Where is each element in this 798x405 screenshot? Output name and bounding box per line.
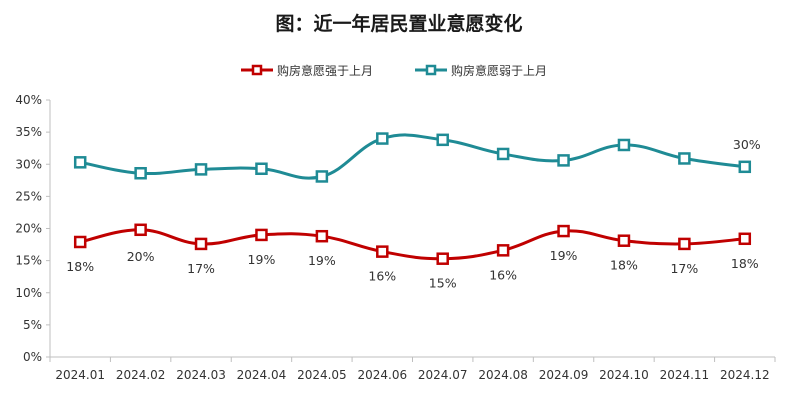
series-0-point [315,229,329,243]
series-0-point [376,245,389,258]
data-label: 18% [610,258,638,273]
series-1-point [617,138,631,152]
data-label: 19% [550,248,578,263]
x-tick-label: 2024.06 [357,368,407,382]
legend-label-weak: 购房意愿弱于上月 [451,63,547,78]
series-1-point [557,154,570,167]
x-tick-label: 2024.01 [55,368,105,382]
series-line-0 [79,228,745,261]
y-tick-label: 35% [15,125,42,139]
legend: 购房意愿强于上月 购房意愿弱于上月 [241,63,547,78]
data-label: 16% [368,269,396,284]
series-1-point [315,170,329,183]
x-tick-label: 2024.11 [660,368,710,382]
x-tick-label: 2024.10 [599,368,649,382]
data-label: 30% [733,137,761,152]
data-label: 20% [127,249,155,264]
x-tick-label: 2024.09 [539,368,589,382]
data-label: 19% [308,253,336,268]
legend-item-strong: 购房意愿强于上月 [241,63,373,78]
series-1-point [678,152,691,165]
x-tick-label: 2024.02 [116,368,166,382]
y-tick-label: 5% [23,318,42,332]
data-label: 18% [66,259,94,274]
series-1-point [436,133,449,147]
y-tick-label: 0% [23,350,42,364]
series-1-point [194,163,208,176]
data-label: 16% [489,267,517,282]
legend-label-strong: 购房意愿强于上月 [277,63,373,78]
series-0-point [436,252,449,265]
chart-title: 图：近一年居民置业意愿变化 [275,12,522,35]
x-tick-label: 2024.07 [418,368,468,382]
legend-item-weak: 购房意愿弱于上月 [415,63,547,78]
series-1-point [738,160,752,174]
data-label: 17% [187,261,215,276]
series-0-point [557,224,570,238]
y-tick-label: 30% [15,157,42,171]
y-tick-label: 40% [15,93,42,107]
series-0-point [255,228,268,242]
legend-marker-weak [425,64,437,76]
axes: 0% 5% 10% 15% 20% 25% 30% 35% 40% 2024.01 2024.02 2… [15,93,776,382]
series-0-point [738,232,752,246]
y-tick-label: 10% [15,286,42,300]
x-tick-label: 2024.04 [237,368,287,382]
series-line-1 [79,133,746,180]
data-label: 19% [248,252,276,267]
series-1-point [73,156,87,169]
series-0-point [134,223,147,237]
legend-marker-strong [251,64,263,76]
series-0-point [194,237,208,251]
series-1-point [255,162,268,175]
data-label: 17% [670,261,698,276]
series-1-point [496,147,510,161]
data-label: 15% [429,276,457,291]
x-tick-label: 2024.05 [297,368,347,382]
series-0-point [678,237,691,251]
x-tick-label: 2024.08 [478,368,528,382]
x-tick-label: 2024.03 [176,368,226,382]
series-0-point [496,244,510,257]
series-lines [79,133,746,261]
data-label: 18% [731,256,759,271]
y-tick-label: 20% [15,222,42,236]
series-1-point [134,166,147,180]
series-0-point [617,234,631,247]
series-markers [73,132,752,265]
data-labels: 18% 20% 17% 19% 19% 16% 15% 16% 19% 18% 17% 18% 30% [66,137,760,291]
x-tick-label: 2024.12 [720,368,770,382]
series-0-point [73,235,87,249]
series-1-point [376,132,389,145]
y-tick-label: 15% [15,254,42,268]
y-tick-label: 25% [15,189,42,203]
